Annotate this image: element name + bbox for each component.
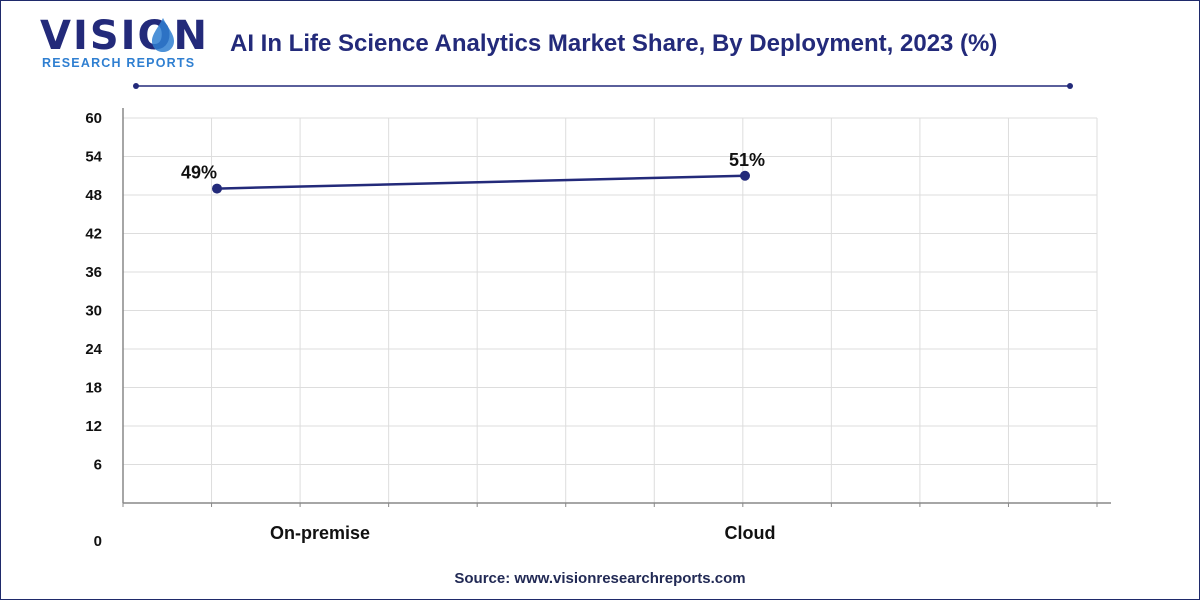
y-tick-label: 60 (85, 110, 102, 127)
y-tick-label: 36 (85, 264, 102, 281)
series-line (216, 174, 746, 190)
y-tick-label: 54 (85, 149, 102, 166)
logo-drop-icon (152, 18, 174, 52)
y-tick-label: 24 (85, 341, 102, 358)
y-tick-label: 0 (94, 533, 102, 550)
y-tick-label: 18 (85, 380, 102, 397)
data-point (212, 183, 222, 194)
vision-logo: VISION RESEARCH REPORTS (40, 14, 207, 74)
y-tick-label: 6 (94, 457, 102, 474)
y-tick-label: 42 (85, 226, 102, 243)
source-note: Source: www.visionresearchreports.com (454, 570, 746, 587)
chart-title: AI In Life Science Analytics Market Shar… (230, 30, 998, 57)
y-tick-label: 12 (85, 418, 102, 435)
data-point (740, 170, 750, 181)
y-tick-label: 48 (85, 187, 102, 204)
data-label: 51% (729, 150, 765, 170)
x-tick-label: Cloud (725, 523, 776, 543)
x-tick-label: On-premise (270, 523, 370, 543)
logo-subtitle: RESEARCH REPORTS (42, 56, 196, 70)
y-tick-label: 30 (85, 303, 102, 320)
data-label: 49% (181, 163, 217, 183)
title-underline (133, 83, 1073, 89)
logo-wordmark: VISION (40, 13, 210, 59)
